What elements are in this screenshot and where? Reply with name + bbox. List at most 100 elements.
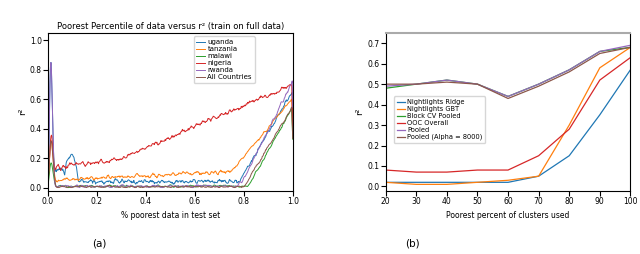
Block CV Pooled [565, 68, 573, 71]
Pooled [565, 68, 573, 71]
Nightlights Ridge [596, 113, 604, 116]
malawi [245, 183, 253, 186]
tanzania [161, 174, 168, 177]
Pooled (Alpha = 8000) [535, 85, 543, 88]
Pooled [627, 44, 634, 47]
malawi [190, 185, 198, 188]
Line: rwanda: rwanda [48, 62, 292, 187]
Nightlights GBT [596, 66, 604, 69]
malawi [161, 185, 168, 188]
tanzania [288, 98, 296, 101]
nigeria [244, 102, 252, 105]
Text: (b): (b) [406, 239, 420, 248]
Nightlights Ridge [627, 68, 634, 71]
rwanda [177, 185, 185, 188]
OOC Overall [596, 78, 604, 82]
Pooled (Alpha = 8000) [504, 97, 512, 100]
Y-axis label: r²: r² [18, 108, 27, 116]
Nightlights GBT [382, 181, 390, 184]
Pooled [443, 78, 451, 82]
Pooled (Alpha = 8000) [474, 83, 481, 86]
Nightlights Ridge [382, 181, 390, 184]
Pooled [474, 83, 481, 86]
tanzania [162, 173, 170, 176]
tanzania [177, 172, 184, 175]
Nightlights Ridge [412, 181, 420, 184]
malawi [284, 115, 291, 118]
All Countries [54, 186, 61, 189]
tanzania [289, 133, 296, 136]
nigeria [283, 86, 291, 89]
Line: Pooled (Alpha = 8000): Pooled (Alpha = 8000) [386, 47, 630, 99]
Nightlights GBT [412, 183, 420, 186]
rwanda [191, 185, 198, 188]
Block CV Pooled [535, 83, 543, 86]
Pooled [535, 83, 543, 86]
Nightlights GBT [627, 46, 634, 49]
rwanda [163, 185, 170, 188]
uganda [191, 178, 198, 181]
OOC Overall [412, 171, 420, 174]
rwanda [284, 91, 292, 94]
Pooled [412, 83, 420, 86]
Block CV Pooled [627, 46, 634, 49]
All Countries [190, 185, 198, 188]
OOC Overall [627, 56, 634, 59]
malawi [163, 185, 170, 188]
Nightlights GBT [565, 123, 573, 126]
uganda [284, 99, 292, 102]
Nightlights GBT [443, 183, 451, 186]
Block CV Pooled [382, 87, 390, 90]
Nightlights GBT [474, 181, 481, 184]
Pooled (Alpha = 8000) [596, 52, 604, 55]
X-axis label: % poorest data in test set: % poorest data in test set [121, 211, 220, 220]
Block CV Pooled [504, 95, 512, 98]
uganda [163, 181, 170, 184]
Pooled (Alpha = 8000) [443, 81, 451, 84]
tanzania [244, 149, 252, 152]
All Countries [44, 180, 52, 183]
All Countries [245, 178, 253, 181]
OOC Overall [504, 168, 512, 171]
Block CV Pooled [412, 83, 420, 86]
Legend: uganda, tanzania, malawi, nigeria, rwanda, All Countries: uganda, tanzania, malawi, nigeria, rwand… [194, 37, 255, 83]
uganda [44, 179, 52, 182]
Pooled (Alpha = 8000) [382, 83, 390, 86]
Nightlights Ridge [504, 181, 512, 184]
uganda [47, 61, 55, 64]
nigeria [177, 131, 184, 134]
Line: nigeria: nigeria [48, 85, 292, 182]
rwanda [47, 61, 55, 64]
All Countries [177, 185, 185, 188]
Pooled (Alpha = 8000) [565, 70, 573, 73]
nigeria [161, 140, 168, 143]
Line: Nightlights GBT: Nightlights GBT [386, 47, 630, 184]
nigeria [289, 124, 296, 127]
Nightlights Ridge [443, 181, 451, 184]
malawi [64, 186, 72, 189]
Pooled [596, 50, 604, 53]
Block CV Pooled [596, 50, 604, 53]
uganda [177, 179, 185, 182]
All Countries [284, 114, 291, 117]
Nightlights Ridge [535, 175, 543, 178]
nigeria [190, 127, 198, 130]
malawi [177, 185, 185, 188]
All Countries [163, 185, 170, 188]
OOC Overall [535, 154, 543, 157]
uganda [161, 180, 169, 183]
Block CV Pooled [443, 78, 451, 82]
Pooled (Alpha = 8000) [627, 46, 634, 49]
Line: uganda: uganda [48, 62, 292, 184]
Pooled (Alpha = 8000) [412, 83, 420, 86]
Nightlights GBT [504, 179, 512, 182]
Line: malawi: malawi [48, 108, 292, 187]
rwanda [76, 186, 83, 189]
rwanda [246, 166, 253, 169]
Title: Poorest Percentile of data versus r² (train on full data): Poorest Percentile of data versus r² (tr… [57, 22, 284, 31]
Line: tanzania: tanzania [48, 99, 292, 182]
OOC Overall [474, 168, 481, 171]
Y-axis label: r²: r² [356, 108, 365, 116]
uganda [100, 183, 108, 186]
Pooled [504, 95, 512, 98]
